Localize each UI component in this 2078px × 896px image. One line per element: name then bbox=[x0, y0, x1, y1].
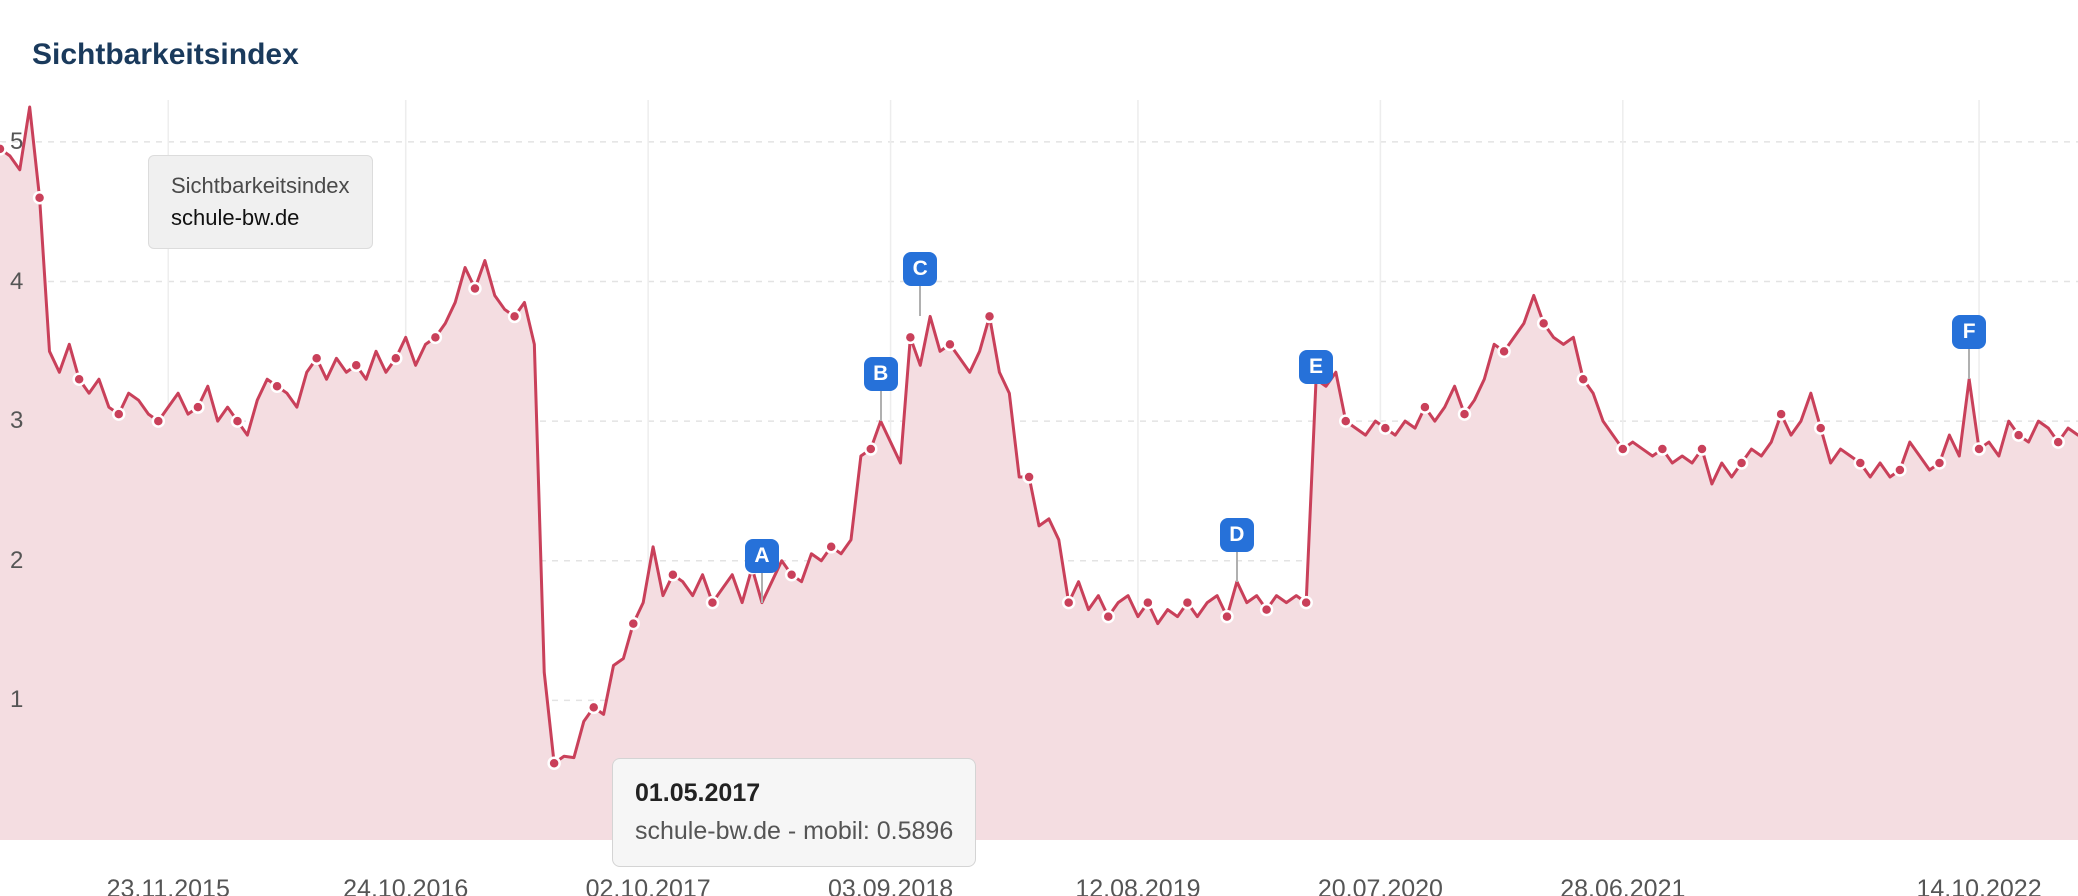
y-tick-label: 4 bbox=[10, 268, 23, 296]
event-marker-b[interactable]: B bbox=[864, 357, 898, 391]
y-tick-label: 5 bbox=[10, 128, 23, 156]
x-tick-label: 20.07.2020 bbox=[1318, 875, 1443, 896]
x-tick-label: 03.09.2018 bbox=[828, 875, 953, 896]
x-tick-label: 14.10.2022 bbox=[1916, 875, 2041, 896]
x-tick-label: 24.10.2016 bbox=[343, 875, 468, 896]
event-marker-c[interactable]: C bbox=[903, 252, 937, 286]
tooltip-value: schule-bw.de - mobil: 0.5896 bbox=[635, 813, 953, 851]
event-marker-stem bbox=[1968, 349, 1970, 379]
chart-area[interactable]: Sichtbarkeitsindex schule-bw.de 01.05.20… bbox=[0, 100, 2078, 896]
event-marker-stem bbox=[919, 286, 921, 316]
chart-card: Sichtbarkeitsindex Sichtbarkeitsindex sc… bbox=[0, 0, 2078, 896]
x-tick-label: 23.11.2015 bbox=[107, 875, 230, 896]
chart-tooltip: 01.05.2017 schule-bw.de - mobil: 0.5896 bbox=[612, 758, 976, 867]
x-tick-label: 28.06.2021 bbox=[1560, 875, 1685, 896]
event-marker-stem bbox=[1236, 552, 1238, 582]
event-marker-d[interactable]: D bbox=[1220, 518, 1254, 552]
chart-title: Sichtbarkeitsindex bbox=[32, 38, 299, 72]
chart-legend: Sichtbarkeitsindex schule-bw.de bbox=[148, 155, 373, 249]
event-marker-a[interactable]: A bbox=[745, 539, 779, 573]
y-tick-label: 3 bbox=[10, 407, 23, 435]
event-marker-stem bbox=[880, 391, 882, 421]
legend-line1: Sichtbarkeitsindex bbox=[171, 170, 350, 202]
event-marker-f[interactable]: F bbox=[1952, 315, 1986, 349]
event-marker-e[interactable]: E bbox=[1299, 350, 1333, 384]
tooltip-date: 01.05.2017 bbox=[635, 775, 953, 813]
x-tick-label: 02.10.2017 bbox=[586, 875, 711, 896]
event-marker-stem bbox=[761, 573, 763, 603]
x-tick-label: 12.08.2019 bbox=[1075, 875, 1200, 896]
y-tick-label: 2 bbox=[10, 547, 23, 575]
y-tick-label: 1 bbox=[10, 686, 23, 714]
legend-line2: schule-bw.de bbox=[171, 202, 350, 234]
